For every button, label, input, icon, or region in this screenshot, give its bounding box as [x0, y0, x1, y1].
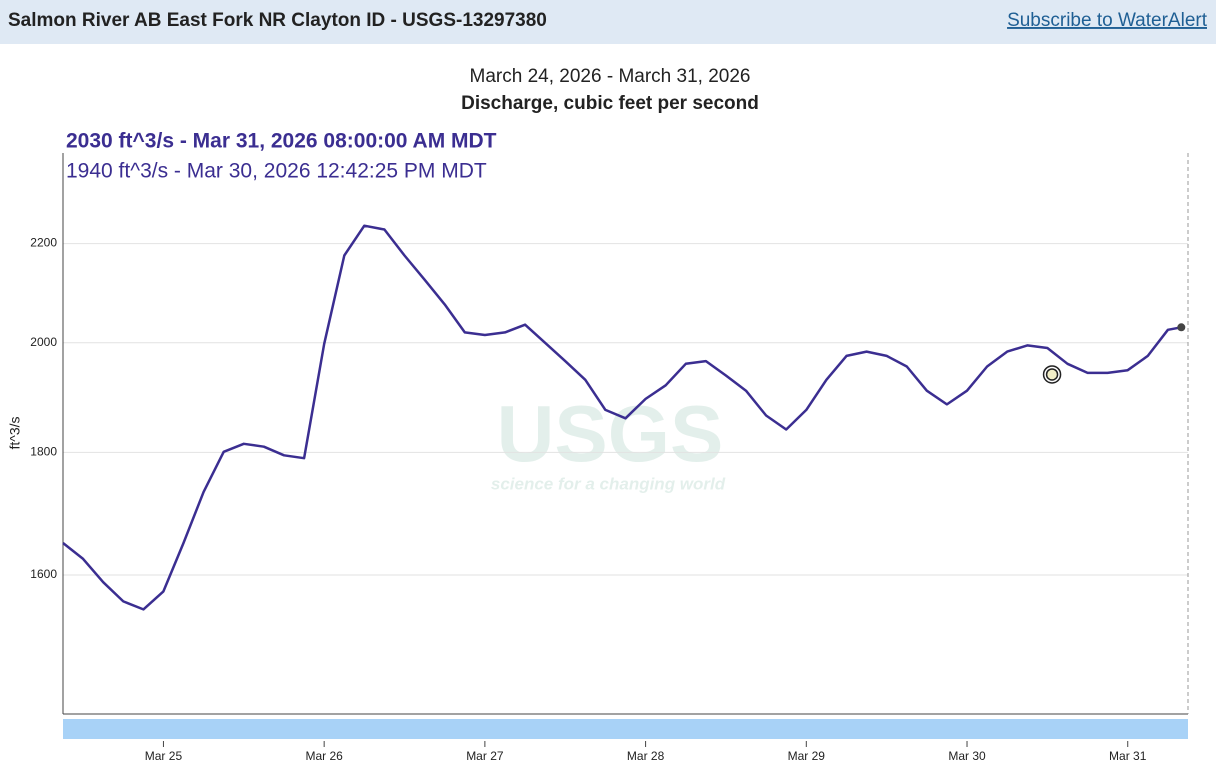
header-bar	[0, 0, 1216, 44]
x-tick-label: Mar 26	[305, 749, 343, 763]
chart-subtitle: March 24, 2026 - March 31, 2026	[470, 66, 751, 87]
x-tick-label: Mar 31	[1109, 749, 1147, 763]
watermark-title: USGS	[497, 389, 724, 478]
chart-title: Discharge, cubic feet per second	[461, 93, 759, 114]
current-point	[1177, 323, 1186, 332]
y-tick-label: 2000	[30, 335, 57, 349]
x-tick-label: Mar 25	[145, 749, 183, 763]
y-axis-label: ft^3/s	[7, 416, 23, 449]
brush-bar	[63, 719, 1188, 739]
cursor-point-inner	[1045, 368, 1059, 381]
x-tick-label: Mar 28	[627, 749, 665, 763]
y-tick-label: 2200	[30, 236, 57, 250]
cursor-label: 1940 ft^3/s - Mar 30, 2026 12:42:25 PM M…	[66, 160, 487, 183]
watermark-tagline: science for a changing world	[491, 474, 726, 493]
x-tick-label: Mar 30	[948, 749, 986, 763]
discharge-line	[62, 224, 1182, 611]
site-title: Salmon River AB East Fork NR Clayton ID …	[8, 10, 547, 31]
x-tick-label: Mar 29	[788, 749, 826, 763]
subscribe-link[interactable]: Subscribe to WaterAlert	[1007, 10, 1208, 31]
current-label: 2030 ft^3/s - Mar 31, 2026 08:00:00 AM M…	[66, 130, 497, 153]
y-tick-label: 1600	[30, 567, 57, 581]
x-tick-label: Mar 27	[466, 749, 504, 763]
y-tick-label: 1800	[30, 445, 57, 459]
